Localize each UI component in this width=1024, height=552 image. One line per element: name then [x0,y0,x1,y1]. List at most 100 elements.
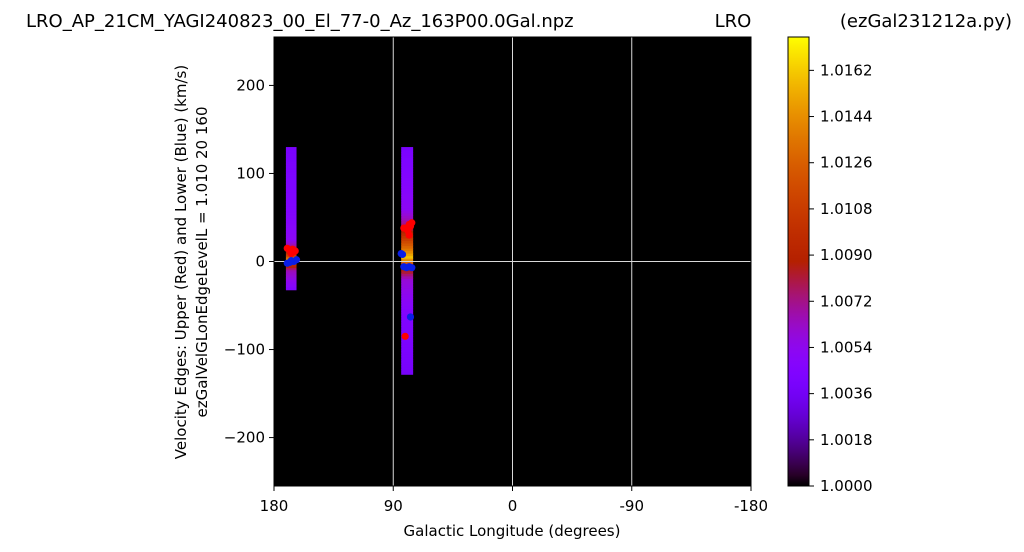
y-axis-label-line2: ezGalVelGLonEdgeLevelL = 1.010 20 160 [193,107,211,418]
heatmap-cell-strip-1 [401,189,414,194]
colorbar-tick-label: 1.0144 [820,108,873,126]
x-tick-label: 180 [260,497,289,515]
heatmap-cell-strip-0 [285,215,297,218]
colorbar-tick-label: 1.0090 [820,246,873,264]
heatmap-cell-strip-0 [285,161,297,164]
heatmap-cell-strip-0 [285,284,297,288]
heatmap-cell-strip-1 [401,298,414,302]
heatmap-cell-strip-1 [401,275,414,279]
heatmap-cell-strip-0 [285,177,297,180]
heatmap-cell-strip-1 [401,341,414,345]
colorbar-scale [787,36,810,487]
chart-title-right: (ezGal231212a.py) [840,11,1012,32]
heatmap-cell-strip-1 [401,290,414,295]
x-tick-label: -180 [734,497,768,515]
heatmap-cell-strip-0 [285,153,297,156]
heatmap-cell-strip-1 [401,285,414,289]
heatmap-cell-strip-0 [285,231,297,234]
chart-title-center: LRO [715,11,752,32]
heatmap-cell-strip-1 [401,253,414,257]
heatmap-cell-strip-0 [285,199,297,202]
heatmap-cell-strip-0 [285,269,297,272]
heatmap-cell-strip-1 [401,177,414,181]
heatmap-cell-strip-1 [401,311,414,315]
heatmap-cell-strip-0 [285,229,297,232]
colorbar-tick-label: 1.0054 [820,338,873,356]
plot-area [273,36,752,487]
heatmap-cell-strip-0 [285,281,297,284]
heatmap-cell-strip-0 [285,156,297,159]
heatmap-cell-strip-1 [401,167,414,171]
heatmap-cell-strip-0 [285,191,297,194]
upper-edge-point [291,247,299,255]
heatmap-cell-strip-0 [285,265,297,269]
heatmap-cell-strip-0 [285,240,297,243]
heatmap-cell-strip-1 [401,202,414,206]
heatmap-cell-strip-1 [401,169,414,173]
heatmap-cell-strip-1 [401,280,414,284]
heatmap-cell-strip-0 [285,158,297,161]
heatmap-cell-strip-1 [401,215,414,219]
upper-edge-point [401,332,409,340]
heatmap-cell-strip-0 [285,200,297,204]
heatmap-cell-strip-0 [285,213,297,216]
heatmap-cell-strip-1 [401,338,414,342]
colorbar-ticks: 1.0162 1.0144 1.0126 1.0108 1.0090 1.0072 1.00… [809,61,873,495]
heatmap-cell-strip-0 [285,238,297,242]
heatmap-cell-strip-1 [401,217,414,221]
heatmap-cell-strip-1 [401,348,414,353]
heatmap-cell-strip-0 [285,202,297,205]
colorbar-tick-label: 1.0036 [820,385,873,403]
heatmap-cell-strip-0 [285,170,297,174]
heatmap-cell-strip-0 [285,162,297,166]
heatmap-cell-strip-1 [401,295,414,300]
heatmap-cell-strip-0 [285,235,297,238]
lower-edge-point [408,264,416,272]
heatmap-cell-strip-0 [285,150,297,153]
heatmap-cell-strip-1 [401,318,414,322]
heatmap-cell-strip-0 [285,243,297,246]
heatmap-cell-strip-1 [401,366,414,370]
heatmap-cell-strip-0 [285,207,297,210]
heatmap-cell-strip-0 [285,205,297,208]
heatmap-cell-strip-0 [285,237,297,240]
heatmap-cell-strip-0 [285,185,297,188]
colorbar-tick-label: 1.0072 [820,292,873,310]
heatmap-cell-strip-0 [285,172,297,175]
heatmap-cell-strip-0 [285,178,297,181]
heatmap-cell-strip-1 [401,258,414,262]
colorbar: 1.0162 1.0144 1.0126 1.0108 1.0090 1.0072 1.00… [787,36,873,495]
heatmap-cell-strip-1 [401,346,414,350]
x-tick-label: 0 [508,497,518,515]
heatmap-cell-strip-1 [401,301,414,305]
lower-edge-series [283,249,416,321]
colorbar-tick-label: 1.0126 [820,154,873,172]
heatmap-cell-strip-0 [285,272,297,275]
heatmap-cell-strip-1 [401,240,414,244]
heatmap-cell-strip-0 [285,188,297,191]
heatmap-cell-strip-0 [285,164,297,167]
heatmap-cell-strip-0 [285,169,297,172]
heatmap-cell-strip-0 [285,181,297,185]
heatmap-cell-strip-0 [285,227,297,231]
heatmap-cell-strip-1 [401,326,414,330]
heatmap-cell-strip-0 [285,221,297,224]
heatmap-cell-strip-1 [401,364,414,368]
heatmap-cell-strip-0 [285,275,297,278]
heatmap-cell-strip-1 [401,245,414,249]
heatmap-cell-strip-1 [401,331,414,335]
heatmap-cell-strip-0 [285,204,297,207]
heatmap-cell-strip-0 [285,194,297,197]
heatmap-cell-strip-1 [401,306,414,310]
colorbar-tick-label: 1.0000 [820,477,873,495]
heatmap-cell-strip-0 [285,242,297,245]
heatmap-cell-strip-0 [285,216,297,219]
heatmap-cell-strip-0 [285,183,297,186]
heatmap-cell-strip-0 [285,212,297,215]
heatmap-cell-strip-1 [401,149,414,153]
heatmap-cell-strip-1 [401,242,414,247]
heatmap-cell-strip-1 [401,321,414,325]
x-axis-ticks: 180 90 0 -90 -180 [260,486,768,515]
heatmap-cell-strip-0 [285,270,297,273]
heatmap-cell-strip-1 [401,179,414,183]
